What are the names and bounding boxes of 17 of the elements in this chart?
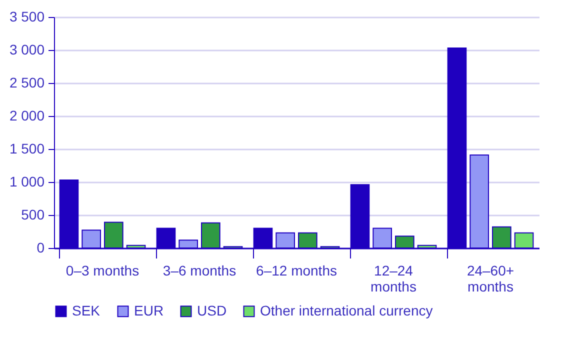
y-tick-label: 2 500: [9, 74, 45, 90]
x-tick-label: 3–6 months: [162, 262, 236, 278]
legend-label: SEK: [72, 302, 101, 318]
y-tick-label: 500: [21, 206, 45, 222]
x-tick-label: 24–60+ months: [466, 262, 514, 294]
y-tick-label: 3 500: [9, 8, 45, 24]
y-tick-label: 1 000: [9, 174, 45, 190]
legend-label: EUR: [134, 302, 164, 318]
y-tick-label: 2 000: [9, 108, 45, 124]
y-tick-label: 3 000: [9, 42, 45, 58]
y-tick-label: 1 500: [9, 140, 45, 156]
x-tick-label: 6–12 months: [256, 262, 337, 278]
legend-label: Other international currency: [260, 302, 433, 318]
x-tick-label: 12–24 months: [370, 262, 416, 294]
y-tick-label: 0: [36, 240, 45, 256]
legend-label: USD: [197, 302, 227, 318]
x-tick-label: 0–3 months: [66, 262, 140, 278]
